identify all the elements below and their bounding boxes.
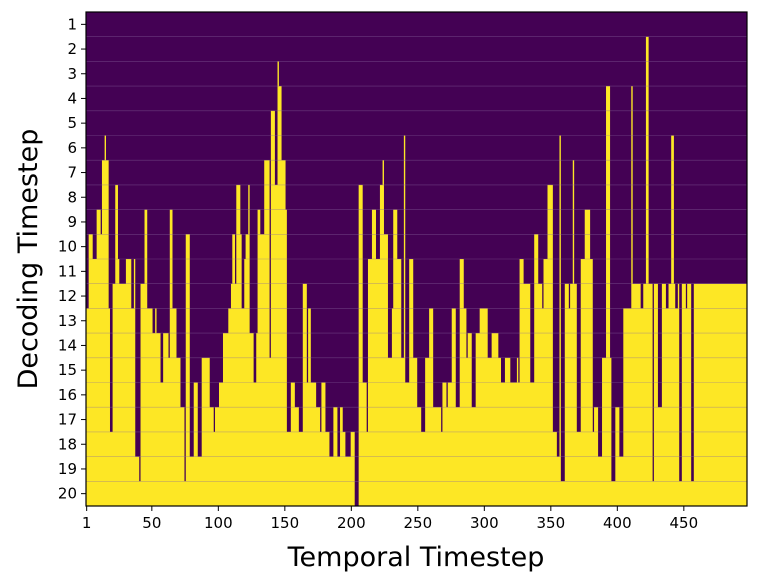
y-tick-label: 18	[58, 435, 77, 453]
x-tick-label: 450	[670, 514, 699, 532]
y-tick-label: 15	[58, 361, 77, 379]
x-tick-label: 300	[470, 514, 499, 532]
x-tick-label: 350	[537, 514, 566, 532]
x-tick-label: 150	[271, 514, 300, 532]
x-tick-label: 50	[142, 514, 161, 532]
y-tick-label: 20	[58, 485, 77, 503]
y-tick-label: 1	[67, 15, 77, 33]
y-axis-label: Decoding Timestep	[13, 129, 44, 390]
x-tick-label: 100	[204, 514, 233, 532]
row-gridlines	[86, 36, 747, 482]
y-tick-label: 4	[67, 89, 77, 107]
x-tick-label: 250	[404, 514, 433, 532]
y-tick-label: 9	[67, 213, 77, 231]
x-axis-label: Temporal Timestep	[287, 542, 545, 573]
y-tick-label: 14	[58, 336, 77, 354]
y-tick-label: 6	[67, 139, 77, 157]
plot-frame	[85, 11, 748, 507]
y-tick-label: 17	[58, 411, 77, 429]
y-tick-label: 5	[67, 114, 77, 132]
y-tick-label: 11	[58, 262, 77, 280]
y-tick-label: 2	[67, 40, 77, 58]
y-tick-label: 7	[67, 164, 77, 182]
x-tick-label: 1	[82, 514, 92, 532]
x-tick-label: 400	[603, 514, 632, 532]
y-tick-label: 12	[58, 287, 77, 305]
y-tick-label: 13	[58, 312, 77, 330]
heatmap-filled-cells	[86, 36, 748, 506]
x-axis-ticks: 1 50 100 150 200 250 300 350 400 450	[82, 506, 698, 532]
y-tick-label: 3	[67, 65, 77, 83]
y-tick-label: 10	[58, 238, 77, 256]
x-tick-label: 200	[337, 514, 366, 532]
y-tick-label: 16	[58, 386, 77, 404]
y-tick-label: 8	[67, 188, 77, 206]
y-tick-label: 19	[58, 460, 77, 478]
